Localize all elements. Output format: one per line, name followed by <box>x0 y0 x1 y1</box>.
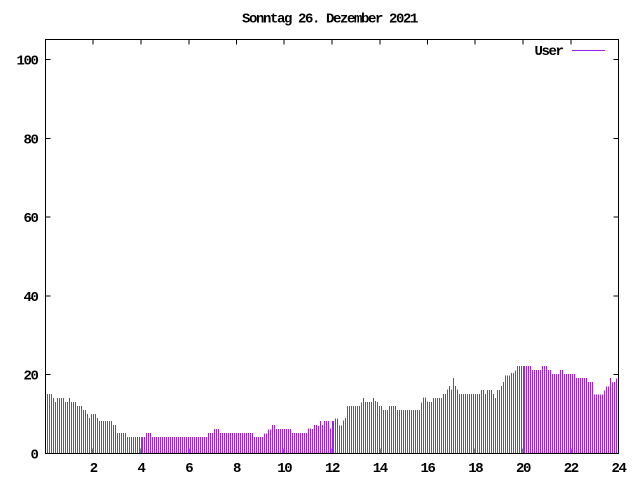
svg-text:20: 20 <box>23 369 38 385</box>
svg-text:80: 80 <box>23 133 38 149</box>
svg-text:12: 12 <box>325 461 340 477</box>
svg-text:6: 6 <box>185 461 193 477</box>
svg-text:20: 20 <box>516 461 531 477</box>
svg-text:8: 8 <box>233 461 241 477</box>
svg-text:16: 16 <box>420 461 435 477</box>
svg-text:60: 60 <box>23 211 38 227</box>
svg-text:10: 10 <box>277 461 292 477</box>
svg-text:24: 24 <box>611 461 626 477</box>
svg-text:User: User <box>534 44 563 60</box>
svg-text:0: 0 <box>30 448 38 464</box>
svg-text:40: 40 <box>23 290 38 306</box>
svg-text:4: 4 <box>137 461 145 477</box>
svg-text:Sonntag 26. Dezember 2021: Sonntag 26. Dezember 2021 <box>242 12 418 28</box>
svg-text:18: 18 <box>468 461 483 477</box>
svg-text:2: 2 <box>90 461 98 477</box>
svg-text:14: 14 <box>373 461 388 477</box>
svg-text:22: 22 <box>564 461 579 477</box>
svg-text:100: 100 <box>16 54 38 70</box>
